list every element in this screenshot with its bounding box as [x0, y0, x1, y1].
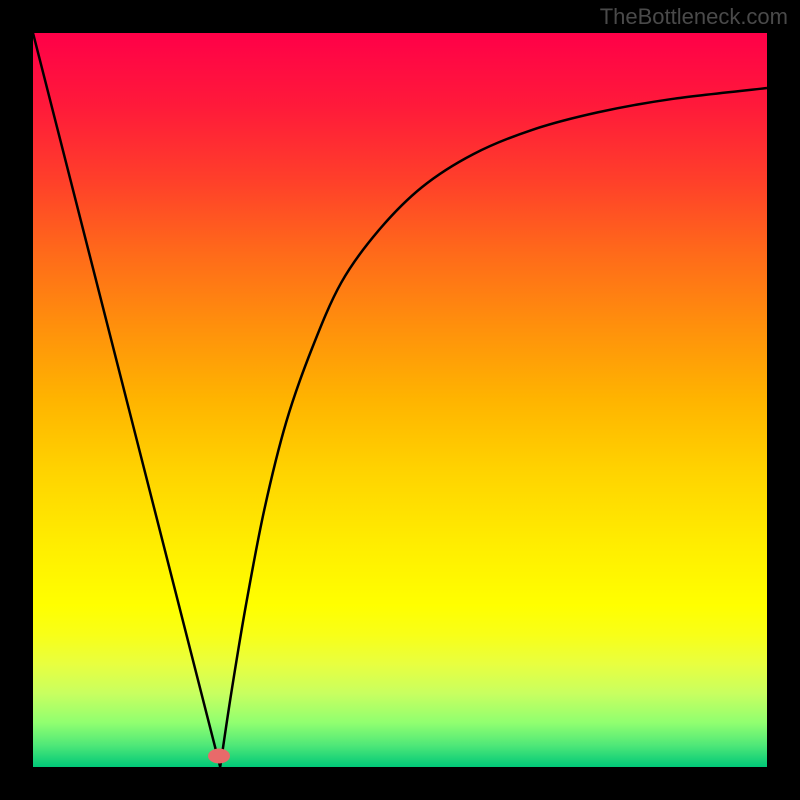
minimum-marker — [208, 748, 230, 763]
bottleneck-curve — [33, 33, 767, 767]
curve-path — [33, 33, 767, 767]
plot-area — [33, 33, 767, 767]
watermark-text: TheBottleneck.com — [600, 4, 788, 30]
